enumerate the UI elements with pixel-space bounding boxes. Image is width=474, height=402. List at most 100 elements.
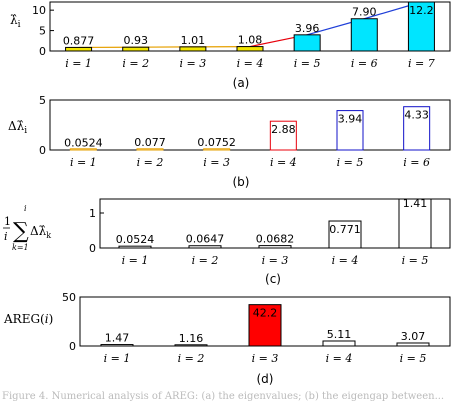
- bar: [350, 18, 378, 52]
- panel-c-yticks: 01: [89, 207, 104, 255]
- panel-b-yticks: 05: [39, 94, 54, 157]
- panel-c-bars: 0.0524 i = 1 0.0647 i = 2 0.0682 i = 3 0.771 i …: [116, 197, 432, 267]
- data-label: 0.877: [63, 34, 95, 47]
- category-label: i = 2: [192, 254, 219, 267]
- data-label: 0.0682: [256, 233, 295, 246]
- bar: [188, 245, 222, 249]
- panel-a-bars: 0.877 i = 1 0.93 i = 2 1.01 i = 3 1.08 i = 4 3.9…: [63, 1, 435, 70]
- bar: [248, 304, 282, 347]
- panel-d-bars: 1.47 i = 1 1.16 i = 2 42.2 i = 3 5.11 i = 4 3.07…: [100, 304, 430, 365]
- category-label: i = 5: [400, 352, 427, 365]
- svg-text:Δλ̂k: Δλ̂k: [30, 224, 51, 240]
- bar: [136, 148, 164, 151]
- panel-a-trend-line-yellow: [78, 45, 251, 49]
- bar: [407, 1, 435, 52]
- bar: [293, 34, 321, 52]
- data-label: 0.0524: [116, 233, 155, 246]
- category-label: i = 2: [137, 156, 164, 169]
- svg-text:∑: ∑: [13, 219, 29, 244]
- bar: [398, 198, 432, 249]
- category-label: i = 1: [70, 156, 97, 169]
- panel-c-mean-gaps: 1 i i ∑ k=1 Δλ̂k 01 0.0524 i = 1 0.0647 i =…: [3, 197, 451, 286]
- category-label: i = 3: [262, 254, 289, 267]
- panel-d-ylabel: AREG(i): [3, 312, 53, 326]
- data-label: 3.94: [338, 113, 363, 126]
- category-label: i = 3: [179, 57, 206, 70]
- category-label: i = 2: [178, 352, 205, 365]
- bar: [269, 120, 297, 151]
- bar: [118, 245, 152, 249]
- category-label: i = 1: [122, 254, 149, 267]
- data-label: 3.07: [401, 330, 426, 343]
- panel-b-axes-box: [49, 99, 451, 151]
- category-label: i = 6: [351, 57, 378, 70]
- bar: [336, 110, 364, 151]
- bar: [203, 148, 231, 151]
- panel-b-caption: (b): [233, 175, 250, 189]
- panel-a-eigenvalues: λ̂i 0 5 10 0.877 i = 1 0.93 i = 2 1.01 i = 3 1.0…: [10, 1, 451, 90]
- category-label: i = 4: [237, 57, 264, 70]
- category-label: i = 5: [337, 156, 364, 169]
- data-label: 0.0647: [186, 233, 225, 246]
- figure-caption-footer: Figure 4. Numerical analysis of AREG: (a…: [2, 391, 444, 402]
- svg-text:i: i: [4, 230, 8, 243]
- category-label: i = 3: [203, 156, 230, 169]
- category-label: i = 7: [408, 57, 435, 70]
- bar: [236, 46, 264, 52]
- svg-text:i: i: [24, 204, 27, 213]
- category-label: i = 5: [294, 57, 321, 70]
- data-label: 0.0752: [197, 136, 236, 149]
- category-label: i = 5: [402, 254, 429, 267]
- data-label: 1.47: [105, 332, 130, 345]
- ytick-label: 0: [69, 340, 76, 353]
- data-label: 1.16: [179, 332, 204, 345]
- bar: [179, 46, 207, 52]
- data-label: 4.33: [404, 109, 429, 122]
- bar: [100, 344, 134, 347]
- data-label: 3.96: [295, 22, 320, 35]
- panel-c-caption: (c): [265, 272, 281, 286]
- category-label: i = 3: [252, 352, 279, 365]
- bar: [69, 148, 97, 151]
- data-label: 7.90: [352, 6, 377, 19]
- data-label: 0.0524: [64, 136, 103, 149]
- data-label: 12.2: [409, 4, 434, 17]
- data-label: 5.11: [327, 328, 352, 341]
- svg-text:1: 1: [4, 215, 11, 228]
- category-label: i = 1: [65, 57, 92, 70]
- bar: [403, 106, 431, 151]
- ytick-label: 0: [39, 45, 46, 58]
- panel-b-bars: 0.0524 i = 1 0.077 i = 2 0.0752 i = 3 2.88 i = …: [64, 106, 431, 169]
- data-label: 42.2: [253, 307, 278, 320]
- data-label: 0.93: [123, 34, 148, 47]
- panel-a-yticks: 0 5 10: [32, 4, 54, 58]
- category-label: i = 4: [326, 352, 353, 365]
- svg-text:k=1: k=1: [12, 243, 29, 252]
- data-label: 2.88: [271, 123, 296, 136]
- ytick-label: 1: [89, 207, 96, 220]
- data-label: 0.771: [329, 223, 361, 236]
- bar: [65, 46, 93, 52]
- bar: [174, 344, 208, 347]
- ytick-label: 5: [39, 25, 46, 38]
- bar: [258, 245, 292, 249]
- category-label: i = 1: [104, 352, 131, 365]
- category-label: i = 6: [403, 156, 430, 169]
- ytick-label: 10: [32, 4, 46, 17]
- category-label: i = 2: [122, 57, 149, 70]
- ytick-label: 0: [39, 144, 46, 157]
- bar: [322, 340, 356, 347]
- category-label: i = 4: [270, 156, 297, 169]
- panel-a-caption: (a): [233, 76, 250, 90]
- panel-a-ylabel: λ̂i: [10, 13, 21, 30]
- category-label: i = 4: [332, 254, 359, 267]
- panel-d-areg: AREG(i) 0 50 1.47 i = 1 1.16 i = 2 42.2 i = 3 5…: [3, 291, 451, 386]
- panel-d-yticks: 0 50: [62, 291, 84, 353]
- ytick-label: 5: [39, 94, 46, 107]
- data-label: 1.41: [403, 197, 428, 210]
- bar: [396, 342, 430, 347]
- panel-d-caption: (d): [257, 372, 274, 386]
- data-label: 0.077: [134, 136, 166, 149]
